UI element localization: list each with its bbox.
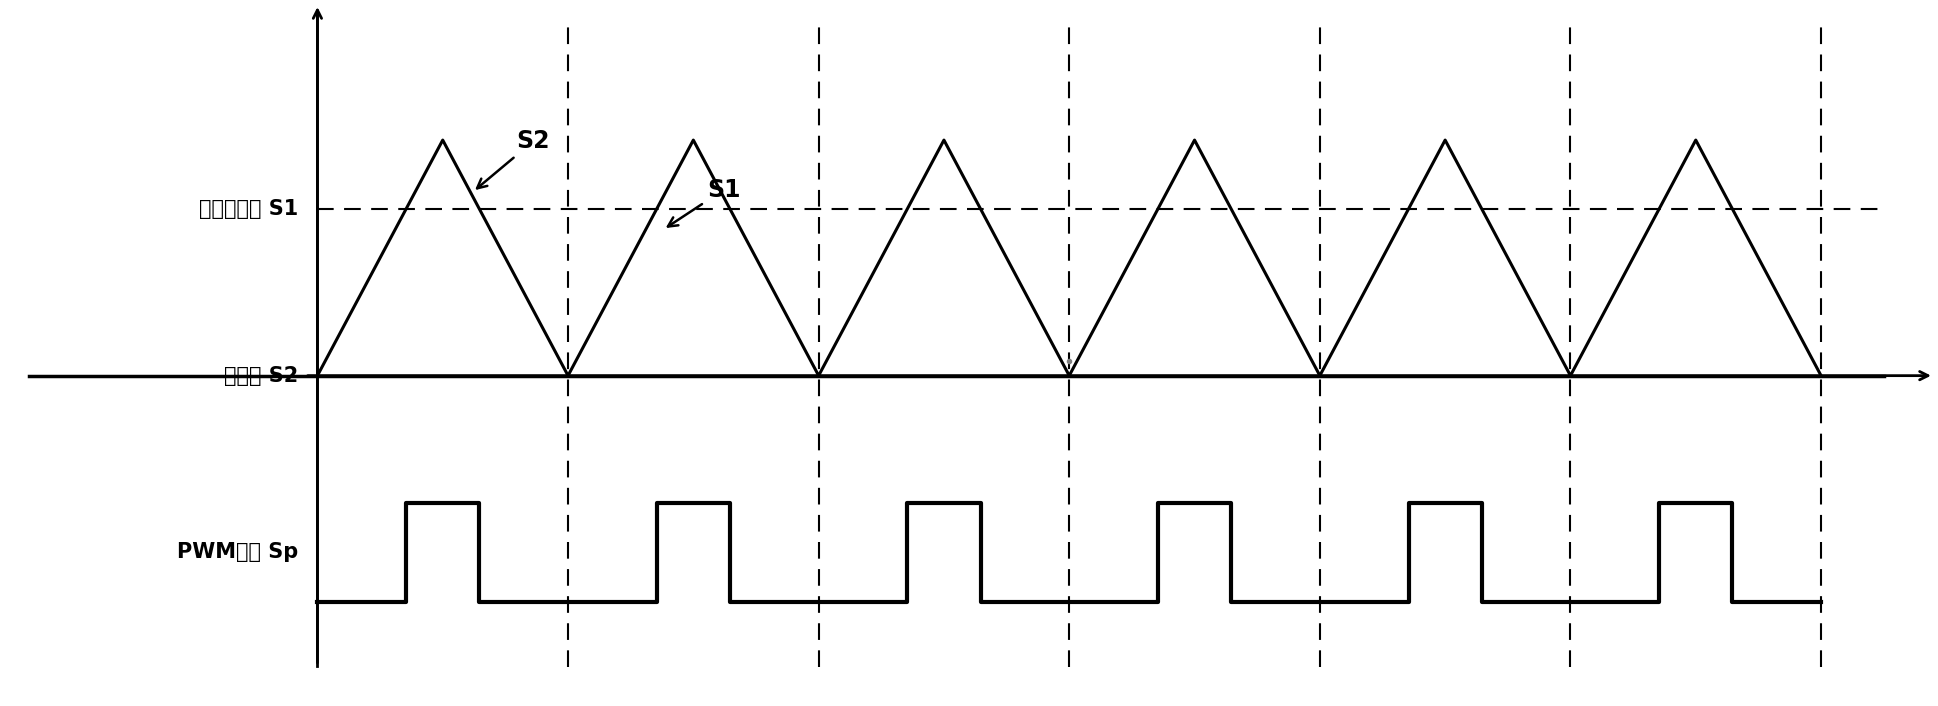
Text: 计数値 S2: 计数値 S2 xyxy=(225,366,298,385)
Text: PWM信号 Sp: PWM信号 Sp xyxy=(178,542,298,563)
Text: 比较基准値 S1: 比较基准値 S1 xyxy=(200,199,298,219)
Text: S1: S1 xyxy=(669,178,740,227)
Text: S2: S2 xyxy=(477,129,550,189)
